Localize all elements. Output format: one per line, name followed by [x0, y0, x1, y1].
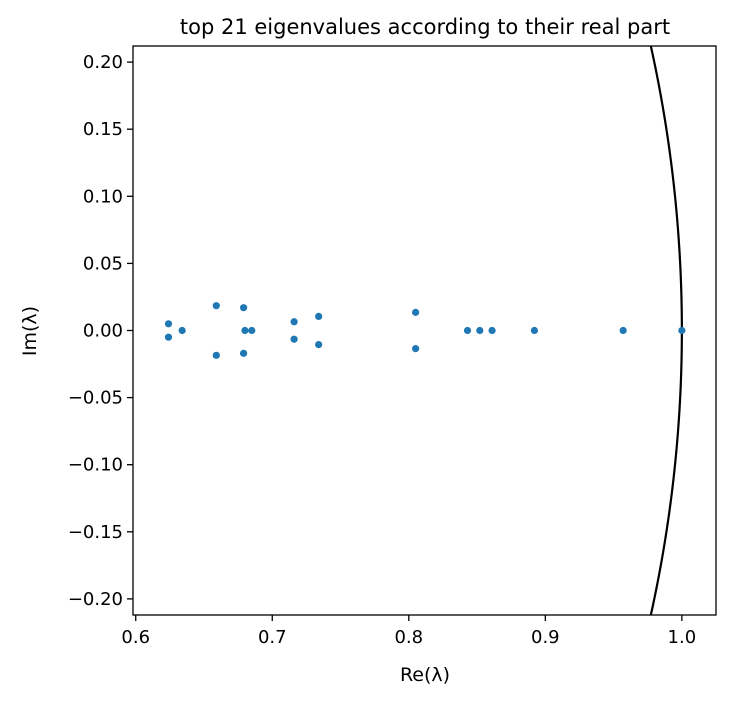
eigenvalue-point: [412, 308, 420, 316]
y-axis-label: Im(λ): [19, 306, 41, 356]
eigenvalue-point: [315, 312, 323, 321]
y-axis-ticks: 0.20 0.15 0.10 0.05 0.00 −0.05 −0.10 −0.15 −0.20: [68, 52, 133, 610]
eigenvalue-point: [239, 349, 248, 357]
eigenvalue-point: [212, 302, 220, 310]
eigenvalue-point: [164, 333, 173, 341]
eigenvalue-point: [476, 326, 484, 335]
eigenvalue-point: [178, 326, 186, 335]
eigenvalue-point: [290, 318, 298, 326]
eigenvalue-point: [239, 304, 248, 312]
x-tick-label: 1.0: [668, 627, 697, 648]
eigenvalue-point: [290, 335, 298, 343]
unit-circle-curve: [649, 46, 683, 615]
y-tick-label: 0.00: [83, 321, 123, 342]
eigenvalue-point: [463, 326, 472, 335]
y-tick-label: −0.20: [68, 589, 123, 610]
eigenvalue-point: [488, 326, 496, 335]
eigenvalue-point: [164, 320, 173, 328]
eigenvalue-point: [530, 326, 539, 335]
x-tick-label: 0.6: [121, 627, 150, 648]
eigenvalue-point: [315, 340, 323, 349]
plot-frame: [132, 45, 717, 616]
x-tick-label: 0.7: [258, 627, 287, 648]
y-tick-label: 0.10: [83, 186, 123, 207]
eigenvalue-point: [248, 326, 256, 335]
eigenvalue-point: [678, 326, 686, 335]
y-tick-label: 0.15: [83, 119, 123, 140]
y-tick-label: 0.20: [83, 52, 123, 73]
x-axis-ticks: 0.6 0.7 0.8 0.9 1.0: [121, 615, 696, 648]
x-tick-label: 0.8: [394, 627, 423, 648]
eigenvalue-point: [412, 345, 420, 353]
y-tick-label: −0.05: [68, 388, 123, 409]
x-axis-label: Re(λ): [400, 664, 450, 686]
y-tick-label: −0.10: [68, 455, 123, 476]
eigenvalue-point: [619, 326, 627, 335]
eigenvalue-point: [241, 326, 249, 335]
points-layer: [164, 302, 686, 359]
chart-title: top 21 eigenvalues according to their re…: [180, 15, 670, 39]
x-tick-label: 0.9: [531, 627, 560, 648]
eigenvalue-point: [212, 351, 220, 359]
y-tick-label: 0.05: [83, 253, 123, 274]
y-tick-label: −0.15: [68, 522, 123, 543]
curve-layer: [649, 46, 683, 615]
